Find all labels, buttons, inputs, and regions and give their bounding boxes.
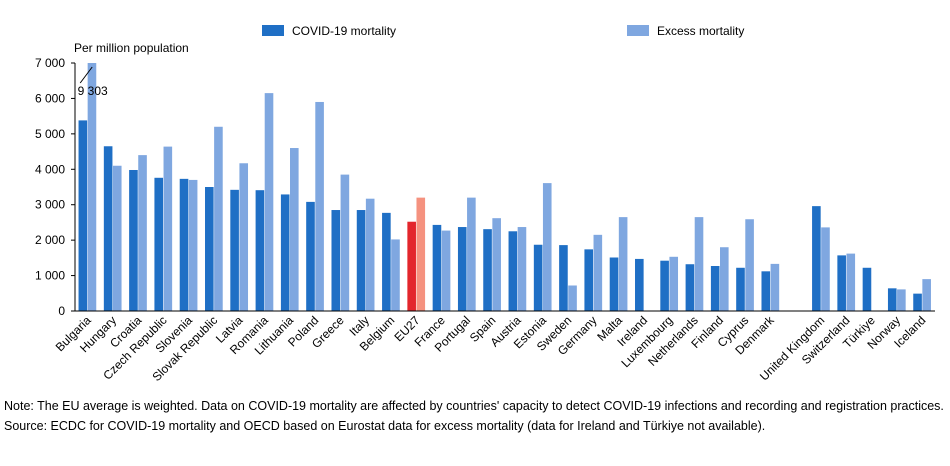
value-label: 9 303 [78, 84, 108, 98]
bar [188, 179, 198, 311]
bar [669, 256, 679, 311]
chart: Per million population COVID-19 mortalit… [35, 24, 935, 384]
note: Note: The EU average is weighted. Data o… [4, 399, 944, 413]
y-axis-label: Per million population [74, 41, 189, 55]
bar [255, 190, 265, 311]
bar [382, 212, 391, 311]
bar [913, 293, 922, 311]
y-tick-label: 5 000 [35, 127, 65, 141]
legend-swatch [262, 25, 284, 36]
y-tick-label: 7 000 [35, 56, 65, 70]
bar [356, 210, 366, 311]
bar [179, 178, 189, 311]
bar [483, 229, 492, 311]
bar [593, 234, 603, 311]
source: Source: ECDC for COVID-19 mortality and … [4, 419, 766, 433]
bar [685, 264, 695, 311]
bar [391, 239, 400, 311]
y-tick-label: 0 [58, 304, 65, 318]
y-tick-label: 6 000 [35, 91, 65, 105]
bar [407, 221, 416, 311]
bar [922, 279, 931, 311]
bar [467, 197, 476, 311]
y-tick-label: 3 000 [35, 198, 65, 212]
y-tick-label: 4 000 [35, 162, 65, 176]
bar [87, 63, 97, 312]
bar [736, 267, 745, 311]
bar [897, 289, 906, 311]
bar [78, 120, 88, 311]
bar [887, 288, 897, 311]
bar [812, 206, 821, 311]
bar [340, 174, 350, 311]
bar [770, 263, 780, 311]
bar [745, 219, 754, 311]
bar [239, 163, 249, 311]
bar [138, 155, 147, 311]
bar [306, 201, 315, 311]
bar [710, 266, 720, 311]
bar [457, 227, 467, 311]
bar [533, 244, 543, 311]
bar [517, 227, 527, 311]
bar [635, 258, 644, 311]
bar [660, 260, 669, 311]
bar [761, 271, 771, 311]
bar [584, 249, 594, 311]
legend-swatch [627, 25, 649, 36]
bar [315, 101, 324, 311]
bar [154, 177, 164, 311]
bar [821, 227, 830, 311]
bar [609, 257, 619, 311]
bar [862, 267, 872, 311]
bar [508, 231, 518, 311]
bar [432, 224, 442, 311]
bar [205, 187, 214, 311]
bar [618, 217, 628, 311]
bar [846, 253, 856, 311]
y-tick-label: 1 000 [35, 269, 65, 283]
bar [280, 194, 290, 311]
bar [416, 197, 426, 311]
bar [694, 217, 704, 311]
bar [230, 189, 239, 311]
annotation-line [79, 66, 93, 84]
notes: Note: The EU average is weighted. Data o… [4, 398, 946, 438]
bars [78, 63, 931, 312]
bar [542, 183, 552, 311]
bar [264, 93, 274, 311]
legend-label: Excess mortality [657, 24, 744, 38]
bar [492, 218, 501, 311]
bar [112, 165, 122, 311]
bar [103, 146, 113, 311]
bar [365, 198, 375, 311]
bar [568, 285, 577, 311]
y-tick-label: 2 000 [35, 233, 65, 247]
bar [214, 126, 223, 312]
bar [441, 230, 451, 311]
bar [331, 210, 341, 311]
bar [290, 148, 299, 311]
bar [559, 245, 568, 311]
bar [837, 255, 846, 311]
bar [720, 247, 729, 311]
bar [129, 169, 138, 311]
legend-label: COVID-19 mortality [292, 24, 396, 38]
bar [163, 146, 173, 311]
